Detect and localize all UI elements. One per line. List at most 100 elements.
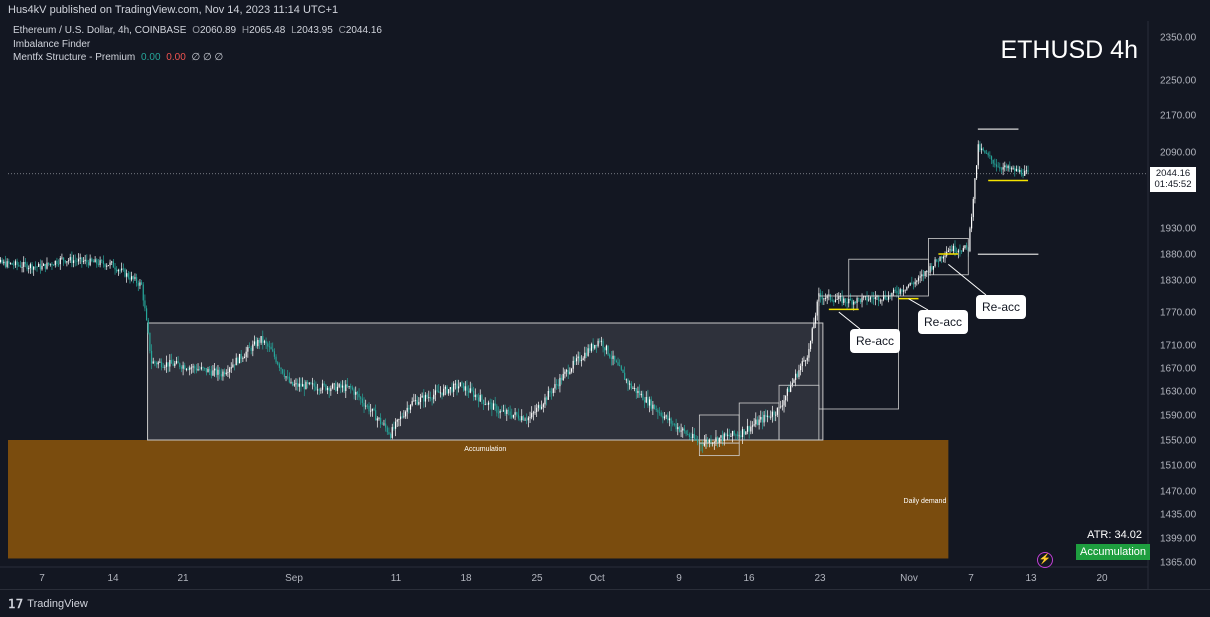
- time-tick-label: 11: [391, 573, 402, 584]
- candle-body: [315, 386, 317, 390]
- candle-body: [303, 384, 305, 390]
- candle-body: [959, 250, 961, 252]
- candle-body: [86, 259, 88, 263]
- candle-body: [745, 431, 747, 435]
- candle-body: [428, 397, 430, 398]
- candle-body: [590, 343, 593, 351]
- legend-mentfx-value-1: 0.00: [141, 52, 161, 63]
- candle-body: [733, 430, 735, 435]
- candle-body: [1014, 167, 1016, 172]
- candle-body: [3, 261, 5, 264]
- candle-body: [433, 394, 435, 400]
- candle-body: [1017, 168, 1019, 172]
- lightning-icon[interactable]: ⚡: [1037, 552, 1053, 568]
- candle-body: [695, 438, 697, 440]
- candle-body: [316, 389, 319, 391]
- candle-body: [627, 379, 629, 385]
- candle-body: [285, 376, 287, 378]
- candle-body: [169, 360, 171, 367]
- candle-body: [600, 340, 603, 342]
- candle-body: [366, 405, 368, 407]
- candle-body: [964, 245, 966, 249]
- candle-body: [209, 369, 211, 372]
- candle-body: [222, 371, 224, 377]
- candle-body: [26, 263, 28, 270]
- candle-body: [224, 371, 226, 375]
- candle-body: [932, 266, 935, 270]
- candle-body: [4, 261, 7, 267]
- candle-body: [657, 410, 659, 413]
- candle-body: [136, 277, 138, 284]
- candle-body: [431, 398, 433, 400]
- candle-body: [570, 368, 573, 372]
- candle-body: [645, 396, 647, 403]
- candle-body: [272, 349, 274, 352]
- candle-body: [673, 423, 676, 425]
- candle-body: [710, 439, 712, 444]
- candle-body: [760, 416, 762, 420]
- accumulation-badge: Accumulation: [1076, 544, 1151, 560]
- candle-body: [851, 300, 853, 305]
- candle-body: [564, 371, 566, 374]
- candle-body: [537, 405, 539, 408]
- candle-body: [951, 249, 953, 252]
- candle-body: [194, 366, 196, 369]
- candle-body: [532, 412, 534, 414]
- legend-indicator-mentfx[interactable]: Mentfx Structure - Premium 0.00 0.00 ∅ ∅…: [13, 52, 226, 63]
- candle-body: [519, 418, 521, 421]
- candle-body: [753, 424, 755, 426]
- candle-body: [424, 394, 427, 402]
- candle-body: [92, 261, 95, 263]
- candle-body: [463, 382, 465, 391]
- price-chart[interactable]: Accumulation Daily demand Re-acc Re-acc Re-…: [0, 21, 1210, 589]
- tradingview-brand[interactable]: 𝟣𝟩 TradingView: [8, 597, 88, 611]
- candle-body: [215, 368, 217, 375]
- candle-body: [728, 434, 730, 437]
- candle-body: [580, 359, 583, 361]
- candle-body: [912, 283, 915, 285]
- candle-body: [682, 428, 684, 431]
- candle-body: [609, 354, 611, 358]
- candle-body: [527, 417, 529, 421]
- candle-body: [219, 369, 221, 375]
- candle-body: [634, 388, 636, 390]
- candle-body: [957, 250, 959, 253]
- candle-body: [126, 273, 128, 277]
- candle-body: [667, 415, 669, 421]
- candle-body: [896, 290, 898, 294]
- candle-body: [833, 300, 835, 302]
- candle-body: [781, 405, 783, 407]
- candle-body: [423, 395, 425, 402]
- candle-body: [237, 357, 239, 364]
- legend-indicator-imbalance[interactable]: Imbalance Finder: [13, 39, 91, 50]
- candle-body: [614, 355, 616, 361]
- candle-body: [448, 389, 450, 394]
- candle-body: [748, 426, 750, 432]
- candle-body: [160, 361, 163, 368]
- candle-body: [51, 263, 53, 266]
- candle-body: [604, 347, 606, 351]
- candle-body: [331, 384, 334, 389]
- candle-body: [803, 360, 805, 362]
- candle-body: [859, 298, 861, 303]
- candle-body: [439, 392, 441, 394]
- candle-body: [1012, 167, 1014, 169]
- candle-body: [1009, 165, 1011, 170]
- price-tick-label: 1770.00: [1160, 308, 1197, 319]
- candle-body: [106, 265, 108, 267]
- candle-body: [323, 383, 325, 385]
- candle-body: [258, 339, 261, 343]
- candle-body: [854, 301, 856, 303]
- candle-body: [0, 259, 2, 262]
- structure-box: [698, 442, 740, 457]
- candle-body: [408, 407, 410, 410]
- candle-body: [147, 320, 149, 333]
- candle-body: [129, 277, 131, 280]
- candle-body: [492, 403, 495, 410]
- candle-body: [703, 442, 705, 446]
- candle-body: [111, 261, 113, 263]
- reacc-pointer: [838, 311, 861, 330]
- candle-body: [972, 199, 974, 218]
- candle-body: [411, 401, 413, 406]
- candle-body: [182, 365, 184, 369]
